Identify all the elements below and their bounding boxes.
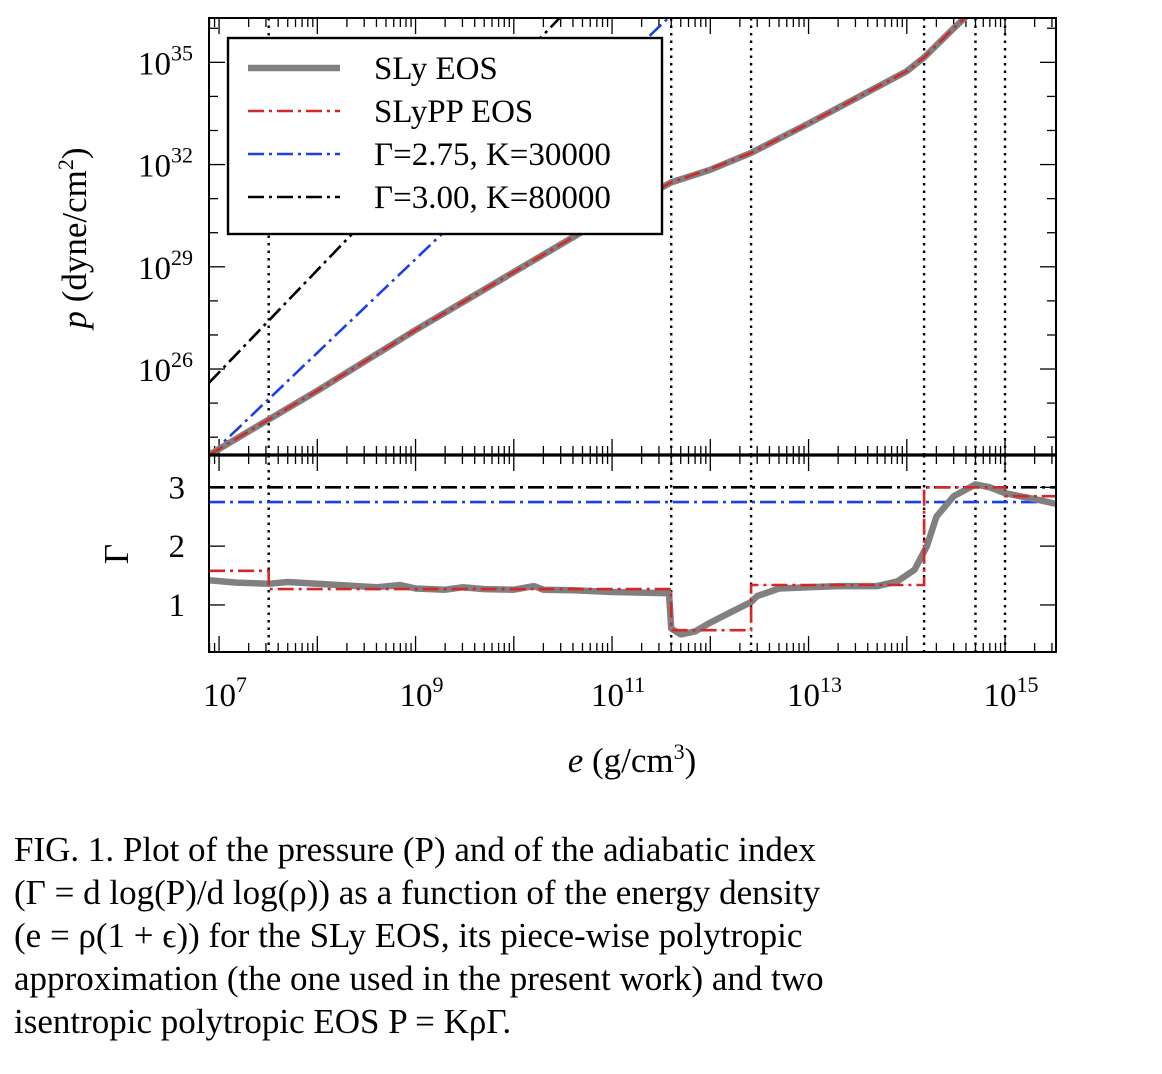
y-tick-label-35: 1035 (138, 40, 193, 82)
gamma-panel (208, 454, 1057, 653)
caption-line-1: FIG. 1. Plot of the pressure (P) and of … (14, 830, 816, 869)
gamma-tick-label: 2 (169, 529, 186, 565)
caption-line-3: (e = ρ(1 + ϵ)) for the SLy EOS, its piec… (14, 916, 803, 955)
polytrope-3.00-line (209, 18, 562, 384)
x-tick-label-9: 109 (400, 672, 444, 714)
gamma-tick-label: 1 (169, 588, 186, 624)
caption-line-2: (Γ = d log(P)/d log(ρ)) as a function of… (14, 873, 821, 912)
axis-labels: 1026 1029 1032 1035 1 2 3 107 109 1011 1013 1015 p (… (53, 40, 1039, 780)
caption-line-5: isentropic polytropic EOS P = KρΓ. (14, 1002, 512, 1041)
legend: SLy EOS SLyPP EOS Γ=2.75, K=30000 Γ=3.00, K… (226, 36, 664, 236)
x-tick-label-13: 1013 (787, 672, 842, 714)
figure: 1026 1029 1032 1035 1 2 3 107 109 1011 1013 1015 p (… (53, 17, 1057, 780)
energy-axis-title: e (g/cm3) (568, 739, 697, 780)
slypp-gamma-steps (209, 485, 1056, 632)
x-tick-label-11: 1011 (591, 672, 645, 714)
y-tick-label-32: 1032 (138, 143, 193, 185)
y-tick-label-29: 1029 (138, 245, 193, 287)
y-tick-label-26: 1026 (138, 347, 193, 389)
figure-caption: FIG. 1. Plot of the pressure (P) and of … (14, 828, 1146, 1043)
slypp-pressure-line (209, 18, 967, 455)
legend-slypp-label: SLyPP EOS (374, 94, 533, 130)
pressure-axis-title: p (dyne/cm2) (53, 147, 94, 331)
x-tick-label-15: 1015 (984, 672, 1039, 714)
x-tick-label-7: 107 (203, 672, 247, 714)
legend-polytrope-300-label: Γ=3.00, K=80000 (374, 180, 611, 216)
bottom-frame (208, 454, 1057, 653)
gamma-axis-title: Γ (97, 544, 136, 564)
legend-polytrope-275-label: Γ=2.75, K=30000 (374, 137, 611, 173)
legend-sly-label: SLy EOS (374, 51, 498, 87)
sly-gamma-line (209, 481, 1056, 638)
caption-line-4: approximation (the one used in the prese… (14, 959, 824, 998)
bottom-series (209, 481, 1056, 638)
gamma-tick-label: 3 (169, 470, 186, 506)
